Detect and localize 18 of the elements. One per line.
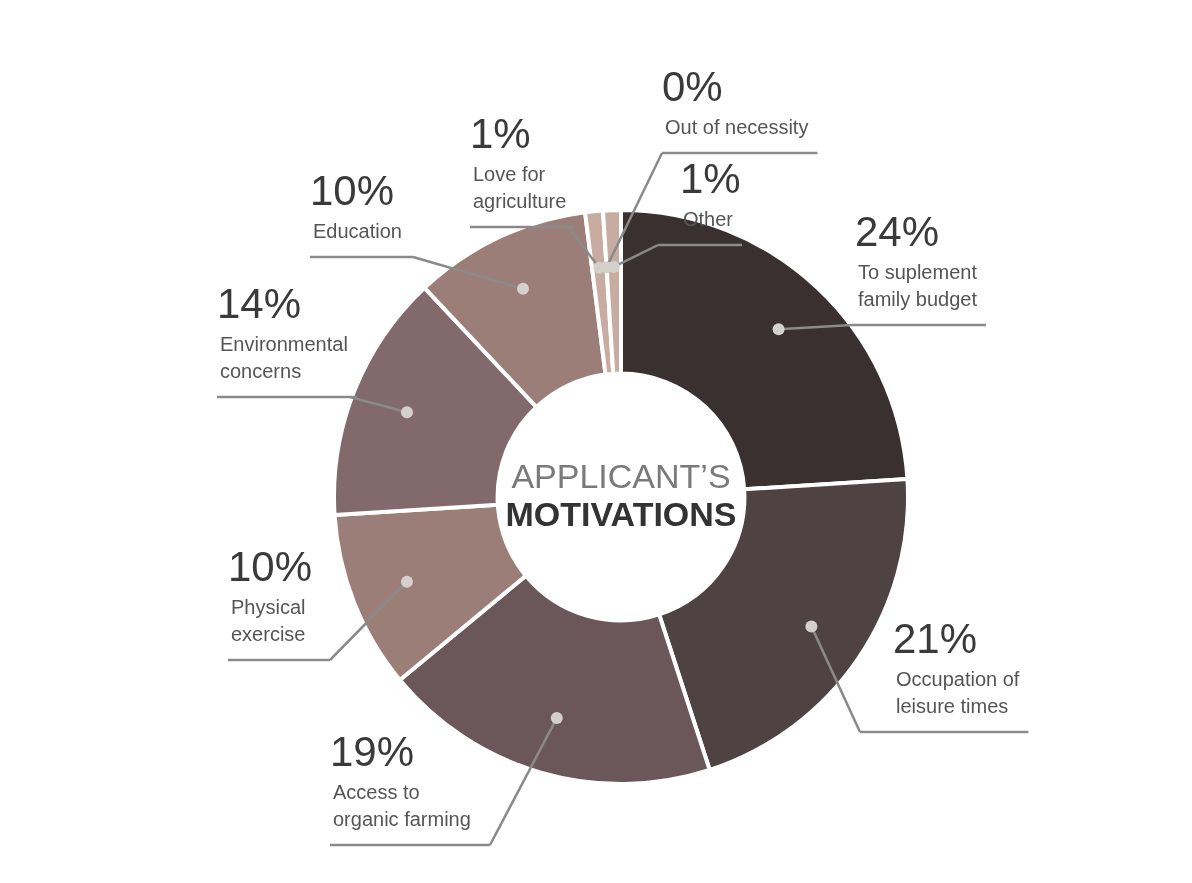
slice-label: Education: [313, 219, 402, 242]
slice-label: Occupation of leisure times: [896, 667, 1020, 717]
slice-label: To suplement family budget: [858, 260, 978, 310]
slice-label: Physical exercise: [231, 595, 306, 645]
data-label: 14%: [217, 279, 302, 327]
text: 0%: [662, 62, 723, 110]
slice-label: Access to organic farming: [333, 780, 471, 830]
data-label: 1%: [680, 154, 741, 202]
data-label: 10%: [310, 166, 395, 214]
data-label: 19%: [330, 727, 415, 775]
slice-label: Environmental concerns: [220, 332, 348, 382]
data-label: 21%: [893, 614, 978, 662]
data-label: 10%: [228, 542, 313, 590]
category-label: Out of necessity: [665, 115, 809, 138]
slice-label: Love for agriculture: [473, 162, 567, 212]
text: APPLICANT’S MOTIVATIONS: [505, 457, 737, 534]
data-label: 24%: [855, 207, 940, 255]
data-label: 1%: [470, 109, 531, 157]
